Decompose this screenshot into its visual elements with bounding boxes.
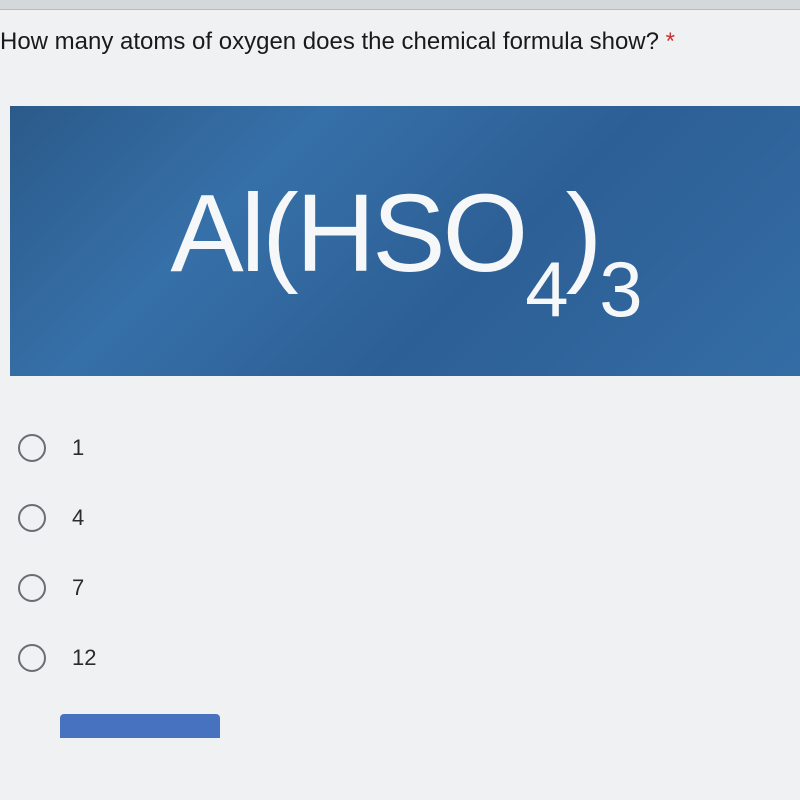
required-asterisk: *: [666, 28, 675, 55]
radio-button-1[interactable]: [18, 434, 46, 462]
question-content: How many atoms of oxygen does the chemic…: [0, 10, 800, 738]
question-prompt: How many atoms of oxygen does the chemic…: [0, 28, 800, 56]
formula-part-2: ): [566, 172, 600, 295]
window-top-bar: [0, 0, 800, 10]
radio-button-7[interactable]: [18, 574, 46, 602]
formula-subscript-1: 4: [525, 245, 565, 333]
option-row: 4: [18, 504, 800, 532]
option-label-1[interactable]: 1: [72, 435, 84, 461]
option-label-7[interactable]: 7: [72, 575, 84, 601]
chemical-formula-text: Al(HSO4)3: [170, 170, 639, 313]
option-row: 7: [18, 574, 800, 602]
radio-button-4[interactable]: [18, 504, 46, 532]
answer-options-group: 1 4 7 12: [0, 434, 800, 672]
option-row: 1: [18, 434, 800, 462]
chemical-formula-image: Al(HSO4)3: [10, 106, 800, 376]
formula-part-0: Al(HSO: [170, 172, 525, 295]
submit-button[interactable]: [60, 714, 220, 738]
formula-subscript-3: 3: [599, 245, 639, 333]
question-text-label: How many atoms of oxygen does the chemic…: [0, 28, 666, 55]
radio-button-12[interactable]: [18, 644, 46, 672]
option-label-12[interactable]: 12: [72, 645, 96, 671]
option-row: 12: [18, 644, 800, 672]
option-label-4[interactable]: 4: [72, 505, 84, 531]
